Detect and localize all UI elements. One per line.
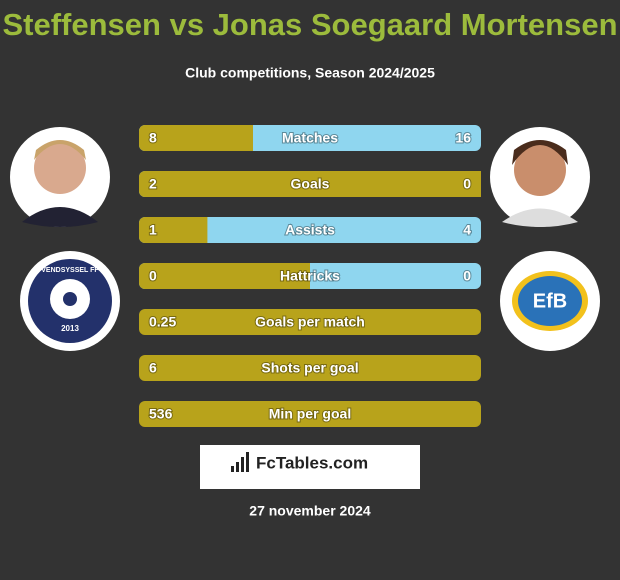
row-label: Matches (282, 130, 338, 146)
left-bar (139, 401, 481, 427)
right-value: 4 (463, 222, 471, 238)
brand: FcTables.com (256, 453, 368, 472)
left-value: 8 (149, 130, 157, 146)
left-bar (139, 171, 481, 197)
left-value: 0.25 (149, 314, 176, 330)
right-value: 16 (455, 130, 471, 146)
right-player-photo (490, 127, 590, 227)
row-label: Shots per goal (261, 360, 358, 376)
left-value: 6 (149, 360, 157, 376)
right-value: 0 (463, 268, 471, 284)
subtitle: Club competitions, Season 2024/2025 (185, 65, 435, 81)
left-player-photo (10, 127, 110, 227)
right-value: 0 (463, 176, 471, 192)
badge-year: 2013 (61, 324, 79, 333)
left-value: 1 (149, 222, 157, 238)
title: Steffensen vs Jonas Soegaard Mortensen (2, 7, 617, 42)
row-label: Goals per match (255, 314, 365, 330)
row-label: Assists (285, 222, 335, 238)
right-bar (139, 217, 481, 243)
row-label: Goals (291, 176, 330, 192)
left-value: 2 (149, 176, 157, 192)
left-bar (139, 355, 481, 381)
row-label: Hattricks (280, 268, 340, 284)
badge-name: EfB (533, 290, 567, 312)
left-bar (139, 263, 310, 289)
right-club-badge: EfB (500, 251, 600, 351)
left-value: 536 (149, 406, 173, 422)
badge-name: VENDSYSSEL FF (41, 267, 99, 274)
left-bar (139, 217, 208, 243)
left-bar (139, 309, 481, 335)
date: 27 november 2024 (249, 503, 371, 519)
row-label: Min per goal (269, 406, 351, 422)
brand-icon (231, 452, 249, 472)
left-value: 0 (149, 268, 157, 284)
left-club-badge: VENDSYSSEL FF 2013 (20, 251, 120, 351)
left-bar (139, 125, 253, 151)
